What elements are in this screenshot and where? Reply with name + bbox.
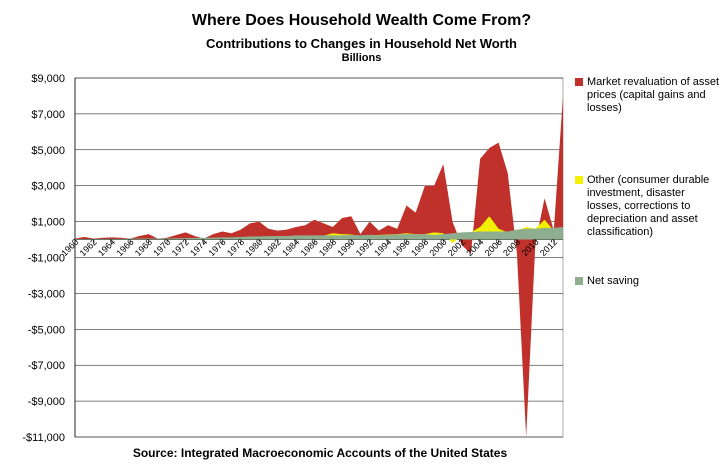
x-tick-label: 1990 (335, 237, 356, 258)
y-tick-label: -$5,000 (28, 324, 65, 336)
x-tick-label: 1966 (114, 237, 135, 258)
chart-units: Billions (341, 52, 382, 64)
source-note: Source: Integrated Macroeconomic Account… (132, 446, 508, 460)
y-tick-label: -$3,000 (28, 288, 65, 300)
y-tick-label: -$7,000 (28, 360, 65, 372)
x-tick-label: 1964 (96, 237, 117, 258)
x-tick-label: 2012 (538, 237, 559, 258)
x-tick-label: 1992 (354, 237, 375, 258)
x-tick-label: 1962 (78, 237, 99, 258)
legend-label-market: Market revaluation of asset prices (capi… (587, 76, 720, 114)
x-tick-label: 1988 (317, 237, 338, 258)
x-tick-label: 1980 (243, 237, 264, 258)
y-tick-label: -$11,000 (22, 432, 65, 444)
x-tick-label: 1984 (280, 237, 301, 258)
x-tick-label: 2006 (483, 237, 504, 258)
legend-label-saving: Net saving (587, 275, 639, 287)
legend-swatch-saving (575, 277, 583, 285)
y-tick-label: $1,000 (31, 217, 65, 229)
y-tick-label: -$1,000 (28, 253, 65, 265)
area-market-revaluation (75, 95, 563, 437)
x-tick-label: 1986 (299, 237, 320, 258)
y-tick-label: $7,000 (31, 109, 65, 121)
legend-swatch-other (575, 176, 583, 184)
y-tick-label: $3,000 (31, 181, 65, 193)
x-tick-label: 2000 (427, 237, 448, 258)
legend-label-other: Other (consumer durable investment, disa… (587, 174, 710, 238)
y-tick-label: -$9,000 (28, 396, 65, 408)
x-tick-label: 1998 (409, 237, 430, 258)
y-tick-label: $5,000 (31, 145, 65, 157)
x-tick-label: 1972 (170, 237, 191, 258)
x-tick-label: 1994 (372, 237, 393, 258)
legend-swatch-market (575, 78, 583, 86)
chart-title: Where Does Household Wealth Come From? (191, 12, 532, 29)
x-tick-label: 1982 (262, 237, 283, 258)
chart-subtitle: Contributions to Changes in Household Ne… (205, 36, 518, 51)
x-tick-label: 1960 (59, 237, 80, 258)
x-tick-label: 1976 (206, 237, 227, 258)
x-tick-label: 1974 (188, 237, 209, 258)
y-tick-label: $9,000 (31, 73, 65, 85)
x-tick-label: 1996 (391, 237, 412, 258)
x-tick-label: 1978 (225, 237, 246, 258)
x-tick-label: 1970 (151, 237, 172, 258)
area-net-saving (75, 226, 563, 240)
x-tick-label: 1968 (133, 237, 154, 258)
